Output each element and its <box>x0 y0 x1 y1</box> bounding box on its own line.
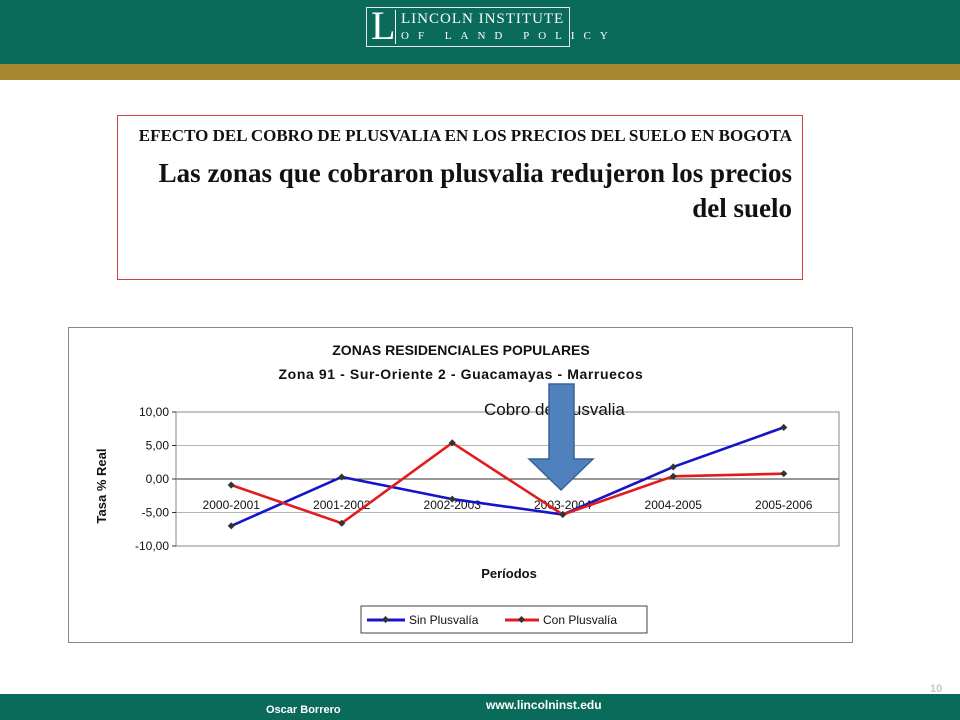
logo-line-1: LINCOLN INSTITUTE <box>401 11 565 27</box>
headline-box: EFECTO DEL COBRO DE PLUSVALIA EN LOS PRE… <box>117 115 803 280</box>
x-axis-ticks: 2000-2001 2001-2002 2002-2003 2003-2004 2004… <box>203 498 813 512</box>
headline-title: Las zonas que cobraron plusvalia redujer… <box>158 158 792 223</box>
data-point <box>448 495 456 503</box>
headline-subtitle: EFECTO DEL COBRO DE PLUSVALIA EN LOS PRE… <box>138 126 792 145</box>
x-axis-label: Períodos <box>481 566 537 581</box>
y-axis-ticks: 10,00 5,00 0,00 -5,00 -10,00 <box>135 405 176 553</box>
line-chart: ZONAS RESIDENCIALES POPULARES Zona 91 - … <box>94 342 840 634</box>
lincoln-institute-logo: L LINCOLN INSTITUTE OF LAND POLICY <box>366 3 608 48</box>
annotation-arrow-icon <box>527 383 595 492</box>
footer-author: Oscar Borrero <box>266 704 341 716</box>
series-line-con <box>230 441 784 525</box>
chart-series <box>227 423 788 530</box>
chart-legend: Sin Plusvalía Con Plusvalía <box>360 605 648 634</box>
chart-frame: ZONAS RESIDENCIALES POPULARES Zona 91 - … <box>68 327 853 643</box>
y-tick-label: 0,00 <box>146 472 170 486</box>
y-axis-label: Tasa % Real <box>94 449 109 524</box>
data-point <box>669 472 677 480</box>
logo-line-2: OF LAND POLICY <box>401 30 617 42</box>
x-tick-label: 2000-2001 <box>203 498 261 512</box>
data-point <box>780 423 788 431</box>
legend-label-con: Con Plusvalía <box>543 613 617 627</box>
x-tick-label: 2001-2002 <box>313 498 371 512</box>
data-point <box>780 470 788 478</box>
page-number: 10 <box>930 683 943 695</box>
legend-marker-con <box>517 615 526 624</box>
y-tick-label: 10,00 <box>139 405 169 419</box>
y-tick-label: -10,00 <box>135 539 169 553</box>
x-tick-label: 2004-2005 <box>645 498 703 512</box>
y-tick-label: 5,00 <box>146 439 170 453</box>
data-point <box>227 481 235 489</box>
header-band <box>0 0 960 64</box>
logo-letter: L <box>371 3 396 48</box>
data-point <box>669 463 677 471</box>
logo-divider <box>395 10 396 44</box>
legend-label-sin: Sin Plusvalía <box>409 613 479 627</box>
legend-marker-sin <box>381 615 390 624</box>
x-tick-label: 2005-2006 <box>755 498 813 512</box>
data-point <box>338 473 346 481</box>
header-accent-band <box>0 64 960 80</box>
chart-title: ZONAS RESIDENCIALES POPULARES <box>332 342 589 358</box>
data-point <box>559 510 567 519</box>
data-point <box>448 439 456 447</box>
footer-band <box>0 694 960 720</box>
footer-link[interactable]: www.lincolninst.edu <box>486 698 602 712</box>
y-tick-label: -5,00 <box>142 506 170 520</box>
series-line-sin <box>230 426 785 528</box>
chart-subtitle: Zona 91 - Sur-Oriente 2 - Guacamayas - M… <box>279 366 644 382</box>
legend-box <box>360 605 648 634</box>
